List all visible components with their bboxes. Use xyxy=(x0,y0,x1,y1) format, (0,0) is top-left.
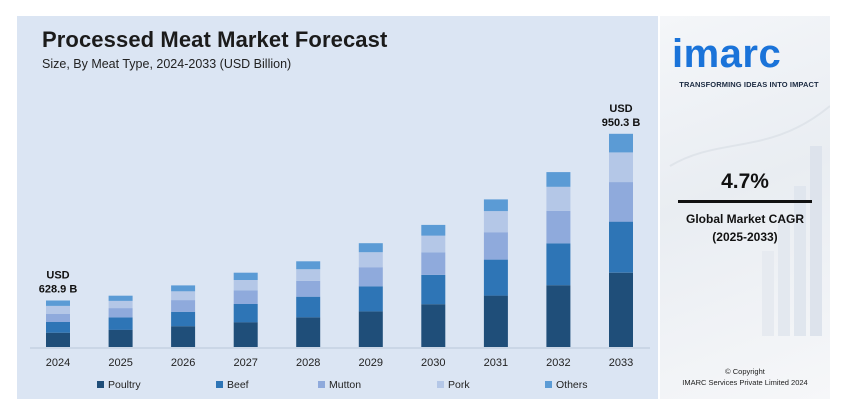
copyright-company: IMARC Services Private Limited 2024 xyxy=(682,377,808,387)
chart-subtitle: Size, By Meat Type, 2024-2033 (USD Billi… xyxy=(42,57,292,71)
legend-swatch-mutton xyxy=(318,381,325,388)
legend-swatch-poultry xyxy=(97,381,104,388)
legend-label-pork: Pork xyxy=(448,379,470,391)
bar-beef-2033 xyxy=(609,221,633,273)
bar-mutton-2029 xyxy=(358,267,383,287)
bar-poultry-2032 xyxy=(546,285,571,347)
data-label-currency-2024: USD xyxy=(46,270,69,282)
bar-beef-2030 xyxy=(421,274,446,305)
bar-pork-2026 xyxy=(171,291,196,301)
bar-beef-2029 xyxy=(358,286,383,312)
copyright-block: © Copyright IMARC Services Private Limit… xyxy=(660,367,830,389)
bar-others-2033 xyxy=(609,133,633,153)
imarc-logo: imarc xyxy=(672,32,782,76)
bar-others-2029 xyxy=(358,243,383,253)
decorative-background-bars xyxy=(669,105,830,336)
bar-mutton-2025 xyxy=(108,308,133,318)
x-tick-label-2024: 2024 xyxy=(46,357,70,369)
legend-label-mutton: Mutton xyxy=(329,379,361,391)
bar-pork-2029 xyxy=(358,252,383,268)
bar-others-2032 xyxy=(546,172,571,187)
bar-others-2024 xyxy=(46,300,70,306)
legend-label-beef: Beef xyxy=(227,379,249,391)
bar-others-2026 xyxy=(171,285,196,292)
x-tick-label-2030: 2030 xyxy=(421,357,445,369)
bar-others-2030 xyxy=(421,224,446,236)
bar-poultry-2030 xyxy=(421,304,446,347)
cagr-divider xyxy=(678,200,812,203)
bar-pork-2033 xyxy=(609,152,633,182)
bar-beef-2026 xyxy=(171,311,196,327)
data-label-currency-2033: USD xyxy=(609,103,632,115)
x-tick-label-2033: 2033 xyxy=(609,357,633,369)
bar-pork-2025 xyxy=(108,300,133,309)
bar-mutton-2031 xyxy=(483,232,508,260)
bar-beef-2028 xyxy=(296,296,321,318)
x-tick-label-2031: 2031 xyxy=(484,357,508,369)
bar-poultry-2029 xyxy=(358,311,383,347)
chart-title: Processed Meat Market Forecast xyxy=(42,27,388,52)
bar-poultry-2024 xyxy=(46,332,70,347)
bar-pork-2027 xyxy=(233,280,258,291)
bar-mutton-2030 xyxy=(421,252,446,275)
data-label-value-2024: 628.9 B xyxy=(39,284,78,296)
stacked-bar-chart: 2024 2025 2026 2027 2028 2029 2030 2031 2032 2033… xyxy=(30,103,650,391)
bar-beef-2025 xyxy=(108,317,133,330)
bar-mutton-2033 xyxy=(609,182,633,222)
x-tick-label-2032: 2032 xyxy=(546,357,570,369)
bar-others-2028 xyxy=(296,261,321,270)
bar-mutton-2024 xyxy=(46,313,70,322)
bar-others-2025 xyxy=(108,295,133,301)
bar-beef-2027 xyxy=(233,304,258,323)
bar-mutton-2032 xyxy=(546,210,571,244)
bar-mutton-2028 xyxy=(296,280,321,297)
bar-others-2027 xyxy=(233,272,258,280)
cagr-value: 4.7% xyxy=(721,170,769,193)
x-tick-label-2027: 2027 xyxy=(233,357,257,369)
x-tick-label-2026: 2026 xyxy=(171,357,195,369)
bar-beef-2032 xyxy=(546,243,571,286)
x-tick-label-2029: 2029 xyxy=(359,357,383,369)
bar-poultry-2025 xyxy=(108,329,133,347)
bar-poultry-2031 xyxy=(483,295,508,347)
cagr-period: (2025-2033) xyxy=(712,230,778,244)
x-tick-label-2025: 2025 xyxy=(108,357,132,369)
legend-label-others: Others xyxy=(556,379,588,391)
legend-swatch-beef xyxy=(216,381,223,388)
legend-swatch-others xyxy=(545,381,552,388)
cagr-label-block: Global Market CAGR (2025-2033) xyxy=(660,210,830,246)
legend-label-poultry: Poultry xyxy=(108,379,141,391)
bar-pork-2024 xyxy=(46,305,70,314)
bar-beef-2024 xyxy=(46,322,70,333)
legend-swatch-pork xyxy=(437,381,444,388)
bar-mutton-2027 xyxy=(233,290,258,304)
data-label-value-2033: 950.3 B xyxy=(602,117,641,129)
cagr-label: Global Market CAGR xyxy=(685,212,805,226)
brand-panel xyxy=(660,16,830,399)
x-tick-label-2028: 2028 xyxy=(296,357,320,369)
bar-poultry-2026 xyxy=(171,326,196,347)
copyright-text: © Copyright xyxy=(725,367,765,376)
bar-pork-2030 xyxy=(421,235,446,253)
bar-poultry-2033 xyxy=(609,272,633,347)
bar-pork-2031 xyxy=(483,211,508,233)
bar-pork-2032 xyxy=(546,186,571,211)
brand-tagline: TRANSFORMING IDEAS INTO IMPACT xyxy=(679,80,819,89)
bar-poultry-2028 xyxy=(296,317,321,347)
bar-others-2031 xyxy=(483,199,508,212)
bar-mutton-2026 xyxy=(171,300,196,312)
bar-beef-2031 xyxy=(483,259,508,296)
bar-poultry-2027 xyxy=(233,322,258,347)
bar-pork-2028 xyxy=(296,269,321,281)
